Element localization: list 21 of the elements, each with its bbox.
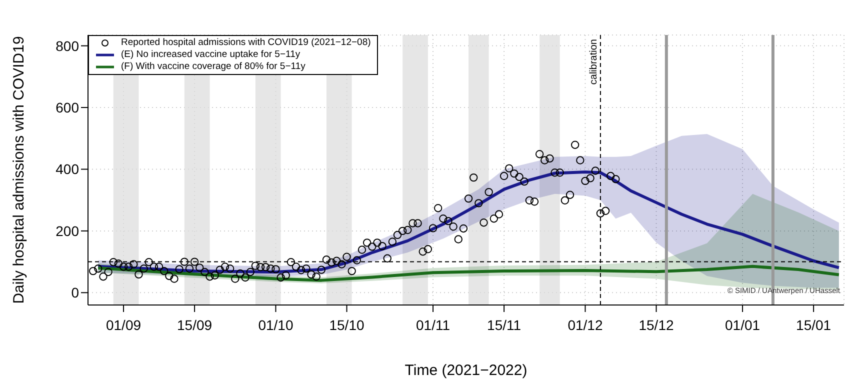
x-tick-label: 01/01 [725, 316, 760, 333]
x-tick-label: 15/01 [796, 316, 832, 333]
x-tick-label: 15/12 [638, 316, 674, 333]
x-tick-label: 01/12 [568, 316, 603, 333]
x-tick-label: 15/09 [177, 316, 212, 333]
x-tick-label: 15/10 [329, 316, 364, 333]
y-tick-label: 200 [56, 222, 80, 239]
y-tick-label: 600 [56, 99, 80, 116]
y-tick-label: 400 [56, 161, 80, 178]
x-tick-label: 01/10 [258, 316, 294, 333]
x-axis-title: Time (2021−2022) [404, 362, 528, 379]
y-tick-label: 800 [56, 38, 80, 54]
x-tick-label: 01/09 [106, 316, 142, 333]
legend-label: (E) No increased vaccine uptake for 5−11y [121, 49, 300, 61]
y-tick-label: 0 [71, 284, 80, 301]
x-tick-label: 15/11 [487, 316, 522, 333]
legend-label: Reported hospital admissions with COVID19 (2021−12−08) [121, 37, 371, 49]
y-axis-title: Daily hospital admissions with COVID19 [10, 36, 28, 304]
legend-label: (F) With vaccine coverage of 80% for 5−11y [121, 61, 306, 73]
x-tick-label: 01/11 [416, 316, 450, 333]
ref-line-label: calibration [588, 39, 600, 85]
